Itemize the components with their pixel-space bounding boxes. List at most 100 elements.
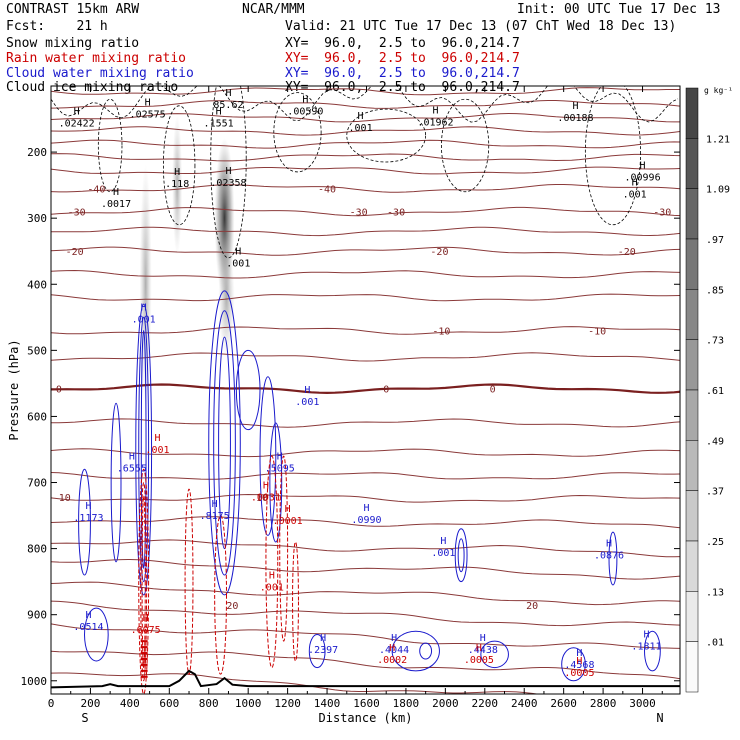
x-tick-label: 2200 — [472, 697, 499, 710]
colorbar-label: .25 — [706, 537, 724, 548]
maximum-value-label: .00590 — [287, 106, 323, 117]
maximum-marker: H — [572, 101, 578, 112]
isotherm-line — [51, 246, 680, 256]
maximum-value-label: .4044 — [379, 645, 409, 656]
isotherm-line — [51, 100, 680, 109]
cloud-water-contour — [235, 349, 261, 431]
isotherm-line — [51, 166, 680, 175]
isotherm-label: 20 — [526, 601, 538, 612]
field-cloudice-xy: XY= 96.0, 2.5 to 96.0,214.7 — [285, 80, 520, 95]
isotherm-line — [51, 581, 680, 606]
cloud-water-contour — [644, 630, 661, 672]
isotherm-label: -30 — [387, 208, 405, 219]
colorbar-unit: g kg⁻¹ — [704, 86, 733, 95]
cloud-ice-contour — [97, 98, 123, 193]
field-rain-xy: XY= 96.0, 2.5 to 96.0,214.7 — [285, 51, 520, 66]
field-rain-name: Rain water mixing ratio — [6, 51, 187, 66]
colorbar-label: .37 — [706, 487, 724, 498]
isotherm-label: -30 — [350, 208, 368, 219]
maximum-marker: H — [269, 570, 275, 581]
maximum-marker: H — [606, 539, 612, 550]
maximum-marker: H — [145, 98, 151, 109]
maximum-value-label: .001 — [295, 397, 319, 408]
north-label: N — [656, 711, 663, 725]
x-tick-label: 2600 — [550, 697, 577, 710]
maximum-value-label: 85.62 — [213, 100, 243, 111]
x-tick-label: 2000 — [432, 697, 459, 710]
maximum-value-label: .0005 — [464, 655, 494, 666]
maximum-value-label: .6075 — [131, 625, 161, 636]
isotherm-line — [51, 139, 680, 149]
isotherm-line — [51, 126, 680, 136]
colorbar-swatch — [685, 188, 699, 240]
maximum-value-label: .02358 — [210, 178, 246, 189]
maximum-marker: H — [576, 648, 582, 659]
valid-time: Valid: 21 UTC Tue 17 Dec 13 (07 ChT Wed … — [285, 19, 677, 34]
terrain-line — [51, 669, 680, 689]
maximum-marker: H — [143, 613, 149, 624]
snow-shading-mid — [172, 115, 183, 256]
isotherm-line — [51, 184, 680, 193]
cloud-water-contour — [419, 642, 433, 660]
colorbar-label: 1.09 — [706, 185, 730, 196]
cloud-water-contour — [213, 310, 236, 576]
colorbar-label: .01 — [706, 638, 724, 649]
rain-water-contour — [292, 541, 299, 662]
snow-shading-lower — [218, 237, 235, 358]
x-tick-label: 800 — [199, 697, 219, 710]
maximum-marker: H — [277, 451, 283, 462]
field-snow-name: Snow mixing ratio — [6, 36, 140, 51]
maximum-marker: H — [304, 385, 310, 396]
cloud-ice-contour — [210, 86, 247, 259]
isotherm-line — [51, 206, 680, 217]
isotherm-line — [51, 326, 680, 335]
maximum-value-label: .001 — [431, 548, 455, 559]
maximum-value-label: .001 — [260, 582, 284, 593]
maximum-value-label: .00188 — [557, 113, 593, 124]
isotherm-line — [51, 383, 680, 395]
isotherm-label: -30 — [68, 208, 86, 219]
x-tick-label: 3000 — [629, 697, 656, 710]
maximum-marker: H — [216, 106, 222, 117]
cloud-water-contour — [78, 468, 91, 576]
isotherm-line — [51, 516, 680, 529]
rain-water-contour — [265, 455, 279, 669]
maximum-value-label: .0031 — [251, 492, 281, 503]
y-tick-label: 200 — [27, 146, 47, 159]
isotherm-label: -20 — [430, 247, 448, 258]
maximum-value-label: .0001 — [273, 516, 303, 527]
field-cloudice-name: Cloud ice mixing ratio — [6, 80, 179, 95]
x-tick-label: 1800 — [393, 697, 420, 710]
cloud-water-contour — [269, 422, 283, 543]
maximum-marker: H — [363, 503, 369, 514]
cloud-water-contour — [454, 528, 468, 583]
isotherm-line — [51, 448, 680, 458]
isotherm-label: -40 — [318, 184, 336, 195]
rain-water-contour — [141, 495, 146, 669]
rain-water-contour — [138, 468, 150, 694]
maximum-marker: H — [302, 94, 308, 105]
y-tick-label: 600 — [27, 410, 47, 423]
isotherm-line — [51, 269, 680, 279]
isotherm-line — [51, 226, 680, 237]
cloud-water-contour — [84, 607, 109, 662]
maximum-value-label: .001 — [623, 190, 647, 201]
colorbar-swatch — [685, 440, 699, 491]
maximum-marker: H — [480, 633, 486, 644]
isotherm-line — [51, 293, 680, 302]
maximum-marker: H — [476, 643, 482, 654]
rain-water-contour — [214, 515, 227, 675]
colorbar-swatch — [685, 389, 699, 441]
maximum-marker: H — [113, 187, 119, 198]
maximum-marker: H — [640, 161, 646, 172]
cloud-water-contour — [135, 303, 153, 596]
x-tick-label: 0 — [48, 697, 55, 710]
colorbar-swatch — [685, 289, 699, 340]
colorbar-swatch — [685, 238, 699, 290]
maximum-marker: H — [129, 451, 135, 462]
maximum-marker: H — [85, 501, 91, 512]
isotherm-line — [51, 472, 680, 480]
maximum-value-label: .001 — [132, 315, 156, 326]
maximum-value-label: .02575 — [130, 110, 166, 121]
rain-water-contour — [279, 455, 289, 642]
